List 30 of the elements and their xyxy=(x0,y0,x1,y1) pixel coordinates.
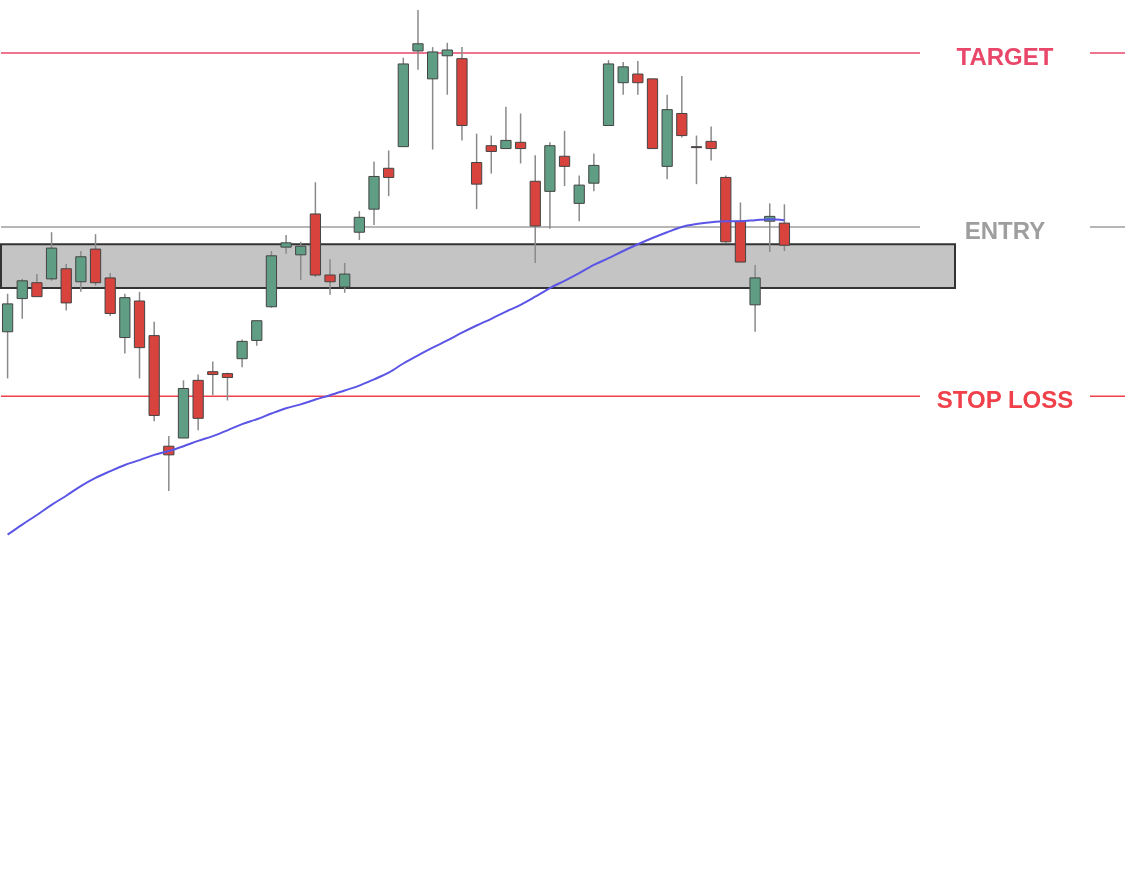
ref-line-label: STOP LOSS xyxy=(936,386,1074,414)
candlestick xyxy=(221,371,234,402)
candlestick xyxy=(295,241,307,281)
candlestick xyxy=(207,360,219,396)
candlestick xyxy=(441,42,453,96)
candlestick xyxy=(690,134,703,185)
candlestick xyxy=(573,174,585,222)
candlestick xyxy=(324,258,336,296)
candlestick xyxy=(514,112,527,165)
candlestick xyxy=(16,278,28,320)
candlestick xyxy=(31,273,43,298)
candlestick xyxy=(353,210,365,241)
candlestick xyxy=(500,105,512,150)
candlestick xyxy=(412,9,424,71)
candlestick xyxy=(485,134,497,175)
candlestick xyxy=(251,319,263,347)
candlestick xyxy=(236,338,248,369)
candlestick xyxy=(280,234,292,255)
candlestick xyxy=(470,132,483,210)
candlestick xyxy=(705,125,717,162)
ref-line-label: ENTRY xyxy=(964,216,1046,244)
candlestick xyxy=(617,61,629,96)
ref-line-label: TARGET xyxy=(956,42,1054,70)
candlestick xyxy=(558,130,571,187)
candlestick xyxy=(676,75,688,139)
candlestick xyxy=(778,203,791,252)
candlestick xyxy=(588,152,600,193)
candlestick xyxy=(383,149,395,197)
candlestick xyxy=(339,262,351,294)
candlestick xyxy=(632,60,644,96)
